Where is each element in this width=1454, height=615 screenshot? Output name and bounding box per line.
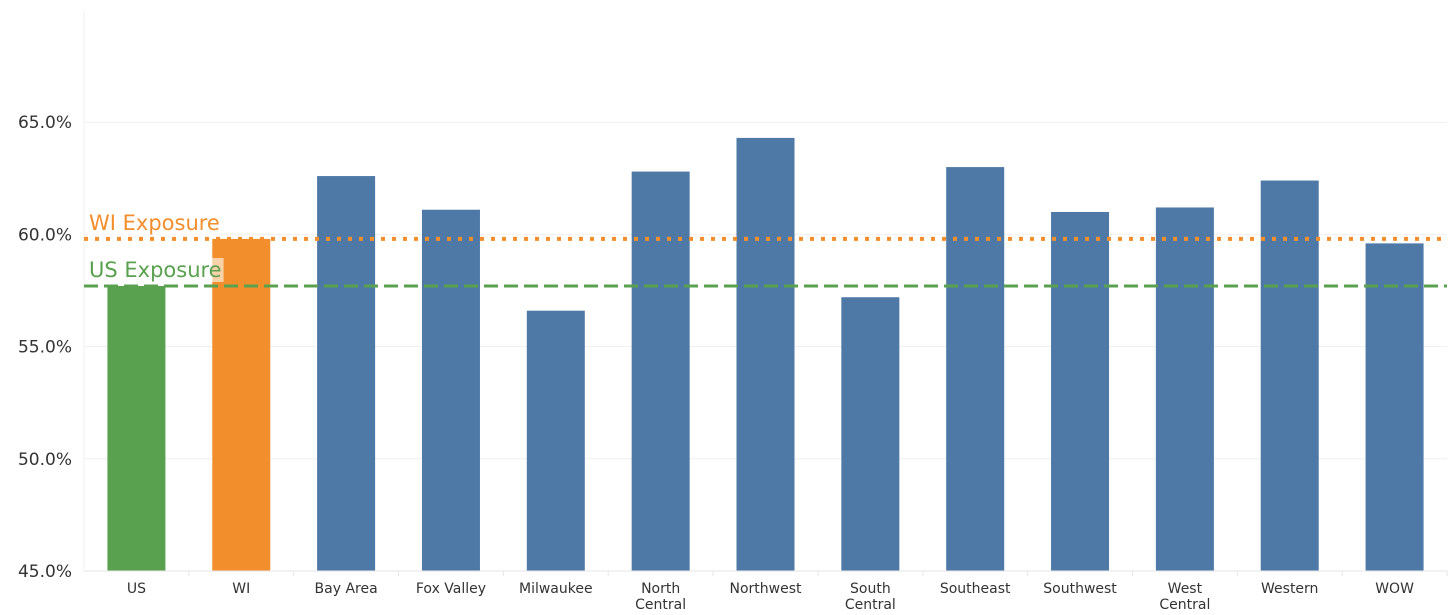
x-tick-label-line: Northwest	[729, 581, 802, 597]
x-tick-label: Northwest	[729, 581, 802, 597]
x-tick-label-line: WOW	[1375, 581, 1414, 597]
y-axis: 45.0% 50.0% 55.0% 60.0% 65.0%	[18, 10, 85, 582]
reference-line-label: US Exposure	[89, 258, 222, 282]
bar	[1051, 211, 1110, 571]
x-tick-label-line: US	[127, 581, 146, 597]
y-tick-label: 45.0%	[18, 562, 72, 582]
bar	[317, 176, 376, 571]
x-tick-label: Bay Area	[315, 581, 378, 597]
x-tick-label-line: Central	[1159, 597, 1210, 613]
bar	[107, 286, 166, 571]
x-tick-label: Western	[1261, 581, 1318, 597]
bar	[631, 171, 690, 571]
x-tick-label-line: Western	[1261, 581, 1318, 597]
bar	[1260, 180, 1319, 571]
x-tick-label: WI	[232, 581, 250, 597]
x-tick-label-line: Milwaukee	[519, 581, 593, 597]
x-tick-label-line: Southwest	[1043, 581, 1117, 597]
x-tick-label-line: WI	[232, 581, 250, 597]
bars	[107, 137, 1424, 572]
bar	[841, 297, 900, 571]
x-tick-label-line: Fox Valley	[416, 581, 486, 597]
x-tick-label: North Central	[635, 581, 686, 613]
y-tick-label: 50.0%	[18, 450, 72, 470]
x-tick-label-line: Southeast	[940, 581, 1011, 597]
y-tick-label: 65.0%	[18, 113, 72, 133]
x-tick-label: Fox Valley	[416, 581, 486, 597]
x-tick-label-line: Bay Area	[315, 581, 378, 597]
bar	[421, 209, 480, 571]
x-tick-label-line: North	[641, 581, 680, 597]
x-tick-label: Southeast	[940, 581, 1011, 597]
x-tick-label: South Central	[845, 581, 896, 613]
bar	[526, 310, 585, 571]
reference-lines: WI Exposure US Exposure	[84, 210, 1447, 288]
bar	[1155, 207, 1214, 572]
y-tick-label: 60.0%	[18, 225, 72, 245]
bar	[1365, 243, 1424, 571]
reference-line-label-bg	[87, 210, 222, 235]
x-tick-label-line: West	[1168, 581, 1203, 597]
x-tick-label: US	[127, 581, 146, 597]
x-tick-label-line: Central	[845, 597, 896, 613]
x-axis: US WI Bay Area Fox Valley Milwaukee North Cent…	[84, 570, 1448, 613]
bar	[736, 137, 795, 571]
x-tick-label-line: Central	[635, 597, 686, 613]
x-tick-label: WOW	[1375, 581, 1414, 597]
x-tick-label: Milwaukee	[519, 581, 593, 597]
x-tick-label-line: South	[850, 581, 891, 597]
reference-line-label: WI Exposure	[89, 211, 220, 235]
x-tick-label: Southwest	[1043, 581, 1117, 597]
reference-line-label-bg	[87, 258, 224, 283]
x-tick-label: West Central	[1159, 581, 1210, 613]
y-tick-label: 55.0%	[18, 338, 72, 358]
bar	[946, 167, 1005, 571]
bar	[212, 238, 271, 571]
